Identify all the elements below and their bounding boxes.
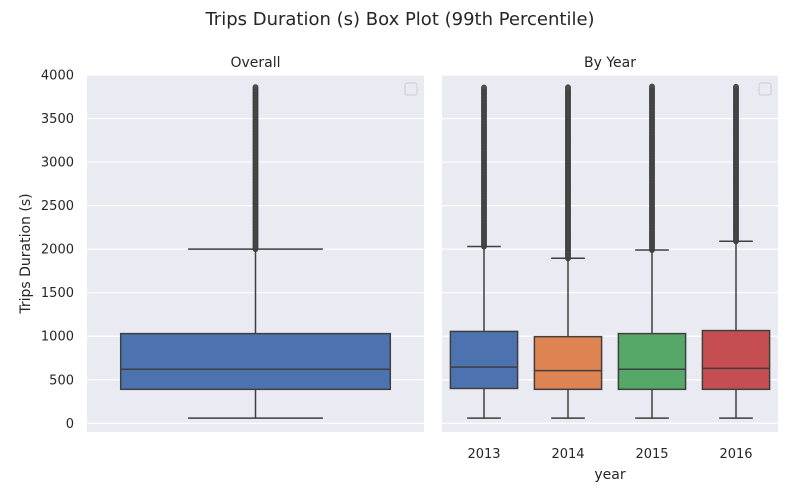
axes-title: Overall <box>230 55 280 71</box>
outlier-point <box>733 83 739 90</box>
y-tick-label: 2500 <box>41 199 74 214</box>
panel-by-year: By Year year 2013 2014 2015 2016 <box>442 55 778 483</box>
box-overall <box>119 84 392 419</box>
box-2013 <box>449 84 519 419</box>
iqr-box <box>533 335 603 391</box>
legend-box <box>404 82 418 96</box>
x-tick-label: 2014 <box>551 447 584 462</box>
outlier-point <box>649 83 655 90</box>
y-axis-label: Trips Duration (s) <box>18 193 34 314</box>
box-2016 <box>701 83 771 419</box>
x-axis-label: year <box>594 467 625 483</box>
x-tick-label: 2016 <box>719 447 752 462</box>
panel-overall: 0 500 1000 1500 2000 2500 3000 3500 4000 Overall T… <box>18 55 424 432</box>
box-2014 <box>533 84 603 419</box>
iqr-box <box>449 330 519 390</box>
y-tick-label: 3500 <box>41 112 74 127</box>
outlier-point <box>565 84 571 91</box>
figure-title: Trips Duration (s) Box Plot (99th Percen… <box>204 9 594 30</box>
x-tick-label: 2015 <box>635 447 668 462</box>
y-tick-label: 3000 <box>41 156 74 171</box>
iqr-box <box>119 332 392 391</box>
y-tick-label: 500 <box>49 373 74 388</box>
y-tick-label: 1000 <box>41 330 74 345</box>
x-tick-label: 2013 <box>467 447 500 462</box>
y-tick-label: 4000 <box>41 69 74 84</box>
box-2015 <box>617 83 687 419</box>
iqr-box <box>701 329 771 391</box>
y-tick-label: 0 <box>66 417 74 432</box>
legend-box <box>758 82 772 96</box>
outlier-point <box>481 84 487 91</box>
outlier-point <box>252 84 259 91</box>
y-tick-label: 2000 <box>41 243 74 258</box>
y-tick-label: 1500 <box>41 286 74 301</box>
iqr-box <box>617 332 687 391</box>
axes-title: By Year <box>584 55 636 71</box>
